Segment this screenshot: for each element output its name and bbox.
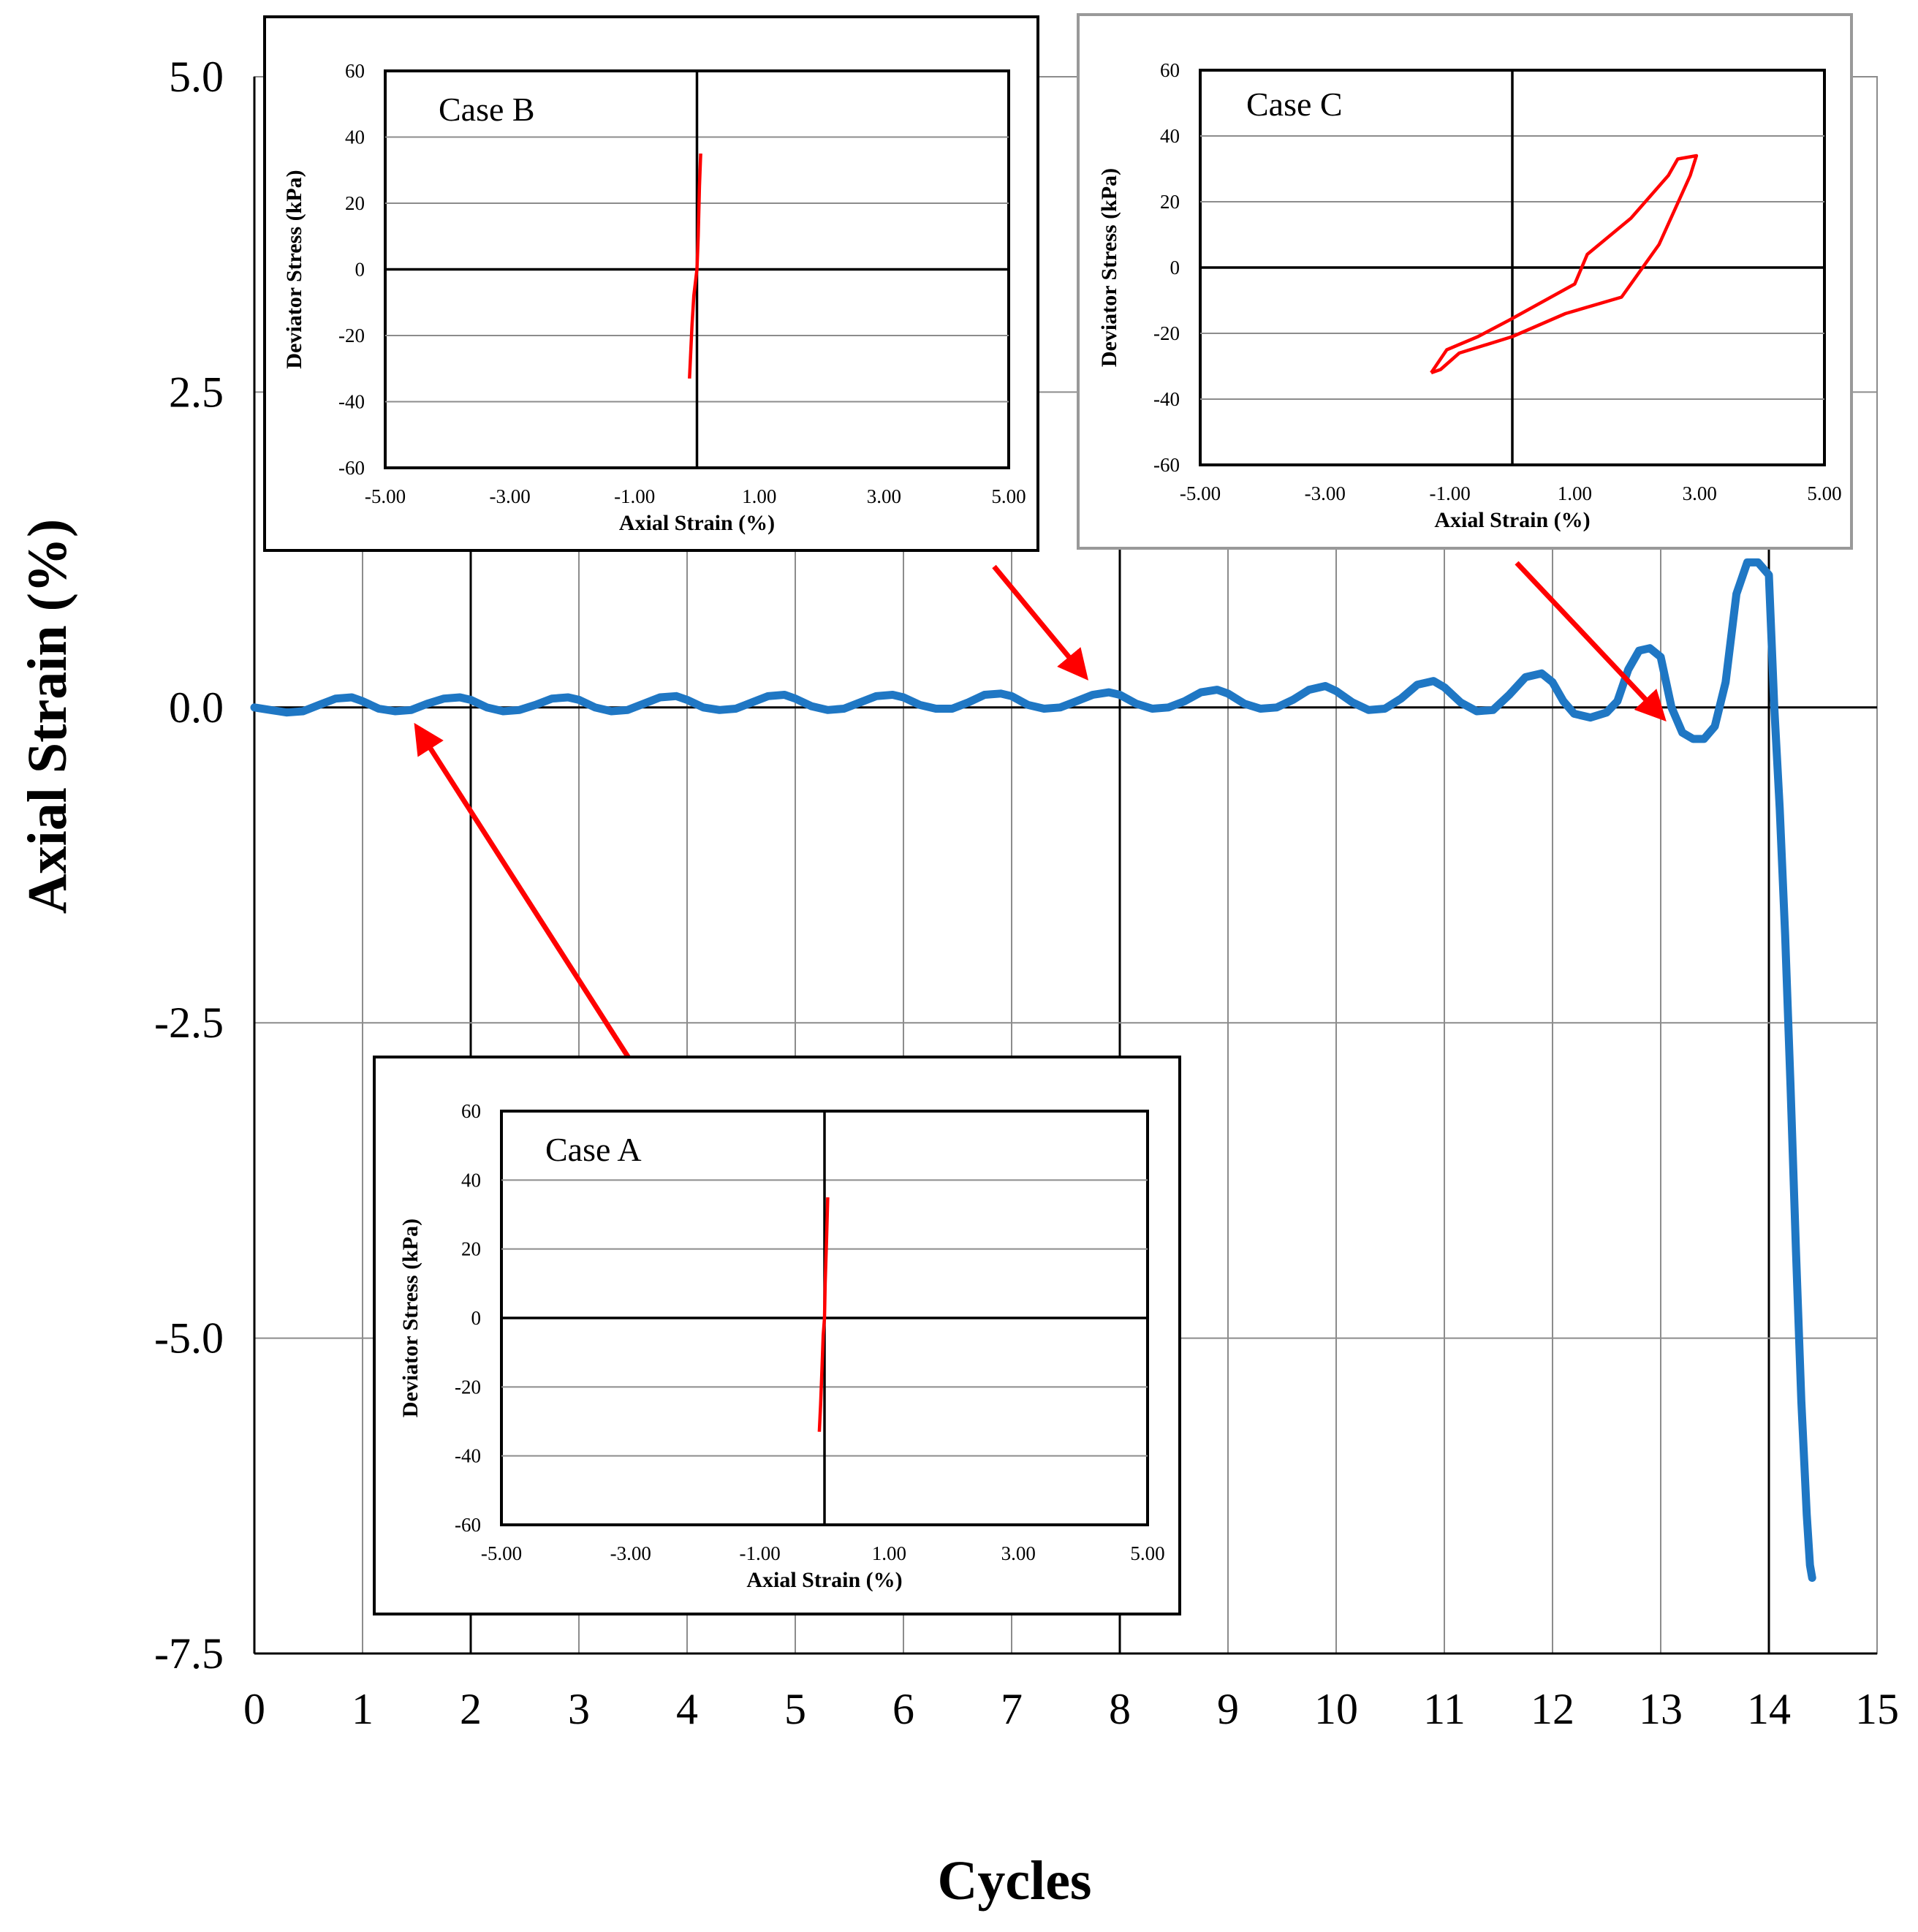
case-a-series-line bbox=[817, 1197, 830, 1432]
main-x-tick-label: 10 bbox=[1314, 1685, 1358, 1733]
annotation-arrows bbox=[414, 561, 1667, 1059]
main-y-tick-label: 0.0 bbox=[169, 683, 224, 732]
case-a-x-tick-label: 3.00 bbox=[1001, 1542, 1036, 1564]
case-c-x-tick-label: -5.00 bbox=[1180, 482, 1221, 504]
case-b-y-tick-label: -20 bbox=[338, 325, 365, 346]
main-x-tick-label: 14 bbox=[1747, 1685, 1791, 1733]
main-y-tick-labels: 5.0 2.5 0.0 -2.5 -5.0 -7.5 bbox=[154, 53, 224, 1678]
case-c-y-tick-label: -20 bbox=[1153, 322, 1180, 344]
case-a-y-axis-label: Deviator Stress (kPa) bbox=[398, 1219, 422, 1417]
case-b-x-axis-label: Axial Strain (%) bbox=[619, 511, 775, 535]
case-b-y-tick-label: -60 bbox=[338, 457, 365, 479]
case-a-y-tick-label: 60 bbox=[461, 1100, 481, 1122]
case-b-x-tick-label: 5.00 bbox=[991, 485, 1026, 507]
case-c-inset: 60 40 20 0 -20 -40 -60-5.00 -3.00 -1.00 1.00 3.00 5… bbox=[1077, 13, 1853, 550]
main-x-tick-label: 12 bbox=[1531, 1685, 1574, 1733]
main-x-tick-label: 8 bbox=[1109, 1685, 1131, 1733]
case-b-x-tick-label: -3.00 bbox=[489, 485, 530, 507]
main-series-line bbox=[250, 558, 1816, 1582]
case-c-y-tick-label: 60 bbox=[1160, 59, 1180, 81]
case-a-y-tick-label: -20 bbox=[455, 1376, 481, 1398]
annotation-arrow bbox=[414, 722, 631, 1059]
main-x-tick-label: 9 bbox=[1217, 1685, 1239, 1733]
case-b-x-tick-label: -5.00 bbox=[365, 485, 406, 507]
case-b-y-tick-label: 60 bbox=[345, 60, 365, 82]
main-y-tick-label: -5.0 bbox=[154, 1314, 224, 1363]
main-y-tick-label: 5.0 bbox=[169, 53, 224, 101]
case-a-title: Case A bbox=[545, 1131, 642, 1168]
case-b-x-tick-label: 3.00 bbox=[867, 485, 901, 507]
case-c-x-tick-label: 1.00 bbox=[1558, 482, 1592, 504]
main-y-tick-label: 2.5 bbox=[169, 368, 224, 416]
main-x-tick-label: 7 bbox=[1001, 1685, 1023, 1733]
main-y-tick-label: -2.5 bbox=[154, 999, 224, 1047]
case-a-y-tick-label: 40 bbox=[461, 1169, 481, 1191]
case-c-y-tick-label: 20 bbox=[1160, 191, 1180, 213]
main-x-tick-label: 0 bbox=[243, 1685, 265, 1733]
main-x-tick-label: 11 bbox=[1423, 1685, 1466, 1733]
case-b-y-tick-label: -40 bbox=[338, 391, 365, 413]
case-a-x-tick-label: -5.00 bbox=[481, 1542, 522, 1564]
main-x-tick-label: 4 bbox=[676, 1685, 698, 1733]
case-a-x-tick-label: -3.00 bbox=[610, 1542, 651, 1564]
main-x-tick-label: 1 bbox=[352, 1685, 374, 1733]
case-c-x-tick-label: -3.00 bbox=[1305, 482, 1346, 504]
case-c-x-axis-label: Axial Strain (%) bbox=[1434, 508, 1590, 532]
case-a-x-tick-label: 1.00 bbox=[872, 1542, 906, 1564]
main-x-tick-label: 6 bbox=[892, 1685, 914, 1733]
case-a-y-tick-label: 20 bbox=[461, 1238, 481, 1260]
main-y-tick-label: -7.5 bbox=[154, 1629, 224, 1678]
case-c-y-tick-label: -60 bbox=[1153, 454, 1180, 476]
main-x-axis-label: Cycles bbox=[937, 1850, 1091, 1912]
case-c-title: Case C bbox=[1246, 86, 1343, 123]
case-c-x-tick-label: 3.00 bbox=[1683, 482, 1717, 504]
main-x-tick-label: 13 bbox=[1639, 1685, 1683, 1733]
annotation-arrow bbox=[992, 564, 1089, 681]
case-b-inset: 60 40 20 0 -20 -40 -60-5.00 -3.00 -1.00 1.00 3.00 5… bbox=[263, 15, 1039, 552]
main-x-tick-label: 2 bbox=[460, 1685, 482, 1733]
case-b-y-tick-label: 0 bbox=[355, 259, 365, 281]
case-b-title: Case B bbox=[439, 91, 535, 128]
main-x-tick-label: 3 bbox=[568, 1685, 590, 1733]
main-y-axis-label: Axial Strain (%) bbox=[17, 519, 78, 914]
case-c-x-tick-label: 5.00 bbox=[1807, 482, 1841, 504]
case-a-x-tick-label: -1.00 bbox=[739, 1542, 780, 1564]
case-b-x-tick-label: 1.00 bbox=[742, 485, 776, 507]
case-c-series-line bbox=[1430, 154, 1699, 375]
case-c-y-tick-label: 40 bbox=[1160, 125, 1180, 147]
case-c-y-axis-label: Deviator Stress (kPa) bbox=[1097, 168, 1121, 367]
main-x-tick-label: 15 bbox=[1855, 1685, 1899, 1733]
case-a-y-tick-label: -40 bbox=[455, 1445, 481, 1467]
case-a-x-axis-label: Axial Strain (%) bbox=[746, 1568, 902, 1592]
case-b-y-axis-label: Deviator Stress (kPa) bbox=[282, 170, 306, 368]
case-a-y-tick-label: 0 bbox=[471, 1307, 482, 1329]
case-c-y-tick-label: -40 bbox=[1153, 388, 1180, 410]
case-c-y-tick-label: 0 bbox=[1170, 257, 1180, 279]
case-b-y-tick-label: 20 bbox=[345, 192, 365, 214]
main-x-tick-labels: 0 1 2 3 4 5 6 7 8 9 10 11 12 13 14 15 bbox=[243, 1685, 1899, 1733]
case-b-y-tick-label: 40 bbox=[345, 126, 365, 148]
case-b-x-tick-label: -1.00 bbox=[614, 485, 655, 507]
annotation-arrow bbox=[1515, 561, 1667, 722]
case-a-inset: 60 40 20 0 -20 -40 -60-5.00 -3.00 -1.00 1.00 3.00 5… bbox=[373, 1056, 1181, 1615]
case-c-x-tick-label: -1.00 bbox=[1429, 482, 1470, 504]
case-b-series-line bbox=[688, 154, 702, 379]
case-a-x-tick-label: 5.00 bbox=[1130, 1542, 1164, 1564]
case-a-y-tick-label: -60 bbox=[455, 1514, 481, 1536]
main-x-tick-label: 5 bbox=[784, 1685, 806, 1733]
